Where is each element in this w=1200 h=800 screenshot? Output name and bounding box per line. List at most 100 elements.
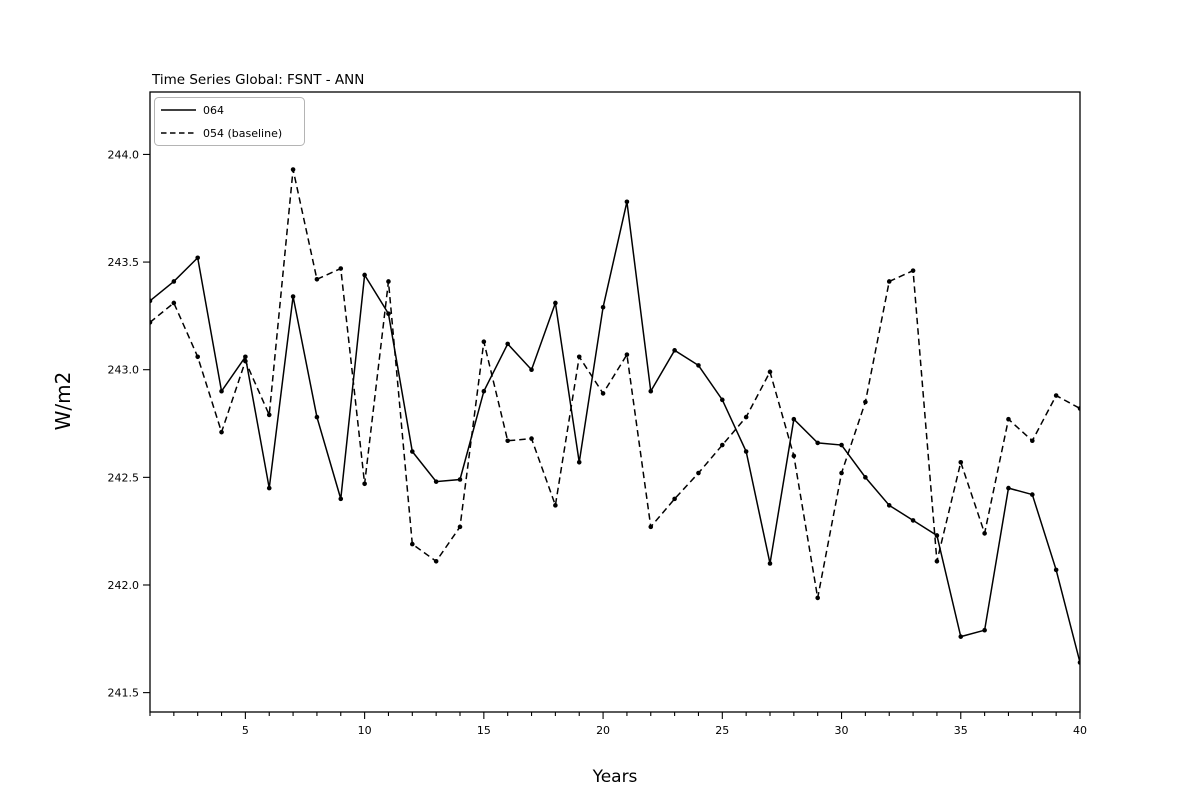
data-point-064 [243, 354, 248, 360]
data-point-054 [600, 391, 606, 396]
data-point-054 [481, 339, 487, 345]
data-point-054 [863, 399, 868, 405]
x-tick-label: 20 [596, 724, 610, 737]
data-point-054 [529, 436, 534, 441]
data-point-054 [314, 276, 320, 282]
data-point-054 [791, 453, 797, 459]
data-point-064 [672, 348, 677, 353]
data-point-064 [696, 363, 701, 368]
data-point-064 [743, 449, 749, 454]
data-point-064 [934, 533, 940, 538]
data-point-054 [1053, 393, 1059, 398]
legend-label-064: 064 [203, 104, 224, 117]
data-point-054 [338, 266, 344, 271]
chart-title: Time Series Global: FSNT - ANN [151, 72, 364, 88]
data-point-054 [743, 414, 749, 420]
data-point-054 [553, 503, 558, 508]
data-point-054 [386, 279, 391, 284]
y-tick-label: 242.5 [108, 471, 140, 484]
data-point-054 [958, 459, 964, 465]
data-point-054 [1030, 438, 1035, 444]
data-point-054 [410, 541, 415, 547]
data-point-064 [1030, 492, 1035, 497]
data-point-054 [290, 167, 296, 172]
data-point-064 [648, 388, 654, 394]
data-point-054 [433, 559, 439, 564]
data-point-064 [863, 475, 868, 480]
data-point-064 [600, 304, 606, 310]
data-point-064 [290, 294, 296, 299]
data-point-054 [982, 531, 987, 536]
data-point-054 [219, 429, 224, 435]
data-point-064 [910, 518, 916, 523]
y-tick-label: 244.0 [108, 148, 140, 161]
data-point-064 [982, 627, 987, 633]
data-point-064 [266, 485, 272, 491]
y-tick-label: 241.5 [108, 687, 140, 700]
data-point-064 [362, 272, 367, 278]
data-point-064 [886, 503, 892, 508]
data-point-054 [505, 438, 510, 444]
x-tick-label: 10 [358, 724, 372, 737]
x-tick-label: 30 [835, 724, 849, 737]
data-point-054 [767, 369, 773, 375]
legend: 064 054 (baseline) [154, 97, 305, 146]
data-point-064 [720, 397, 725, 403]
data-point-054 [934, 559, 940, 564]
y-tick-label: 243.5 [108, 256, 140, 269]
data-point-054 [886, 279, 892, 284]
data-point-064 [529, 367, 534, 373]
data-point-054 [815, 595, 820, 601]
data-point-054 [720, 442, 725, 448]
x-tick-label: 35 [954, 724, 968, 737]
series-064-line [150, 201, 1080, 663]
data-point-054 [910, 268, 916, 273]
data-point-054 [696, 470, 701, 476]
series-layer [150, 167, 1080, 665]
data-point-064 [767, 561, 773, 566]
data-point-054 [672, 496, 677, 502]
data-point-064 [219, 388, 224, 394]
data-point-064 [386, 311, 391, 317]
y-tick-label: 242.0 [108, 579, 140, 592]
data-point-064 [433, 479, 439, 484]
data-point-064 [505, 341, 510, 347]
data-point-064 [1053, 567, 1059, 573]
data-point-064 [410, 449, 415, 454]
data-point-054 [243, 358, 248, 364]
data-point-054 [576, 354, 582, 360]
data-point-054 [171, 300, 177, 306]
data-point-054 [648, 524, 654, 530]
data-point-054 [839, 470, 844, 476]
data-point-064 [481, 388, 487, 394]
data-point-064 [314, 414, 320, 420]
plot-area: 241.5 242.0 242.5 243.0 243.5 244.0 5 10 15 20 25 3… [108, 91, 1087, 737]
data-point-064 [958, 634, 964, 639]
data-point-054 [362, 481, 367, 487]
x-tick-label: 5 [242, 724, 249, 737]
data-point-064 [1006, 485, 1011, 491]
data-point-064 [839, 442, 844, 448]
x-tick-label: 25 [715, 724, 729, 737]
data-point-064 [624, 199, 630, 205]
y-axis-label: W/m2 [51, 372, 75, 431]
x-tick-label: 40 [1073, 724, 1087, 737]
data-point-064 [195, 255, 200, 261]
data-point-054 [266, 412, 272, 418]
data-point-064 [338, 496, 344, 502]
data-point-064 [791, 416, 797, 422]
data-point-054 [457, 524, 463, 530]
data-point-054 [1006, 416, 1011, 422]
legend-label-054-baseline: 054 (baseline) [203, 127, 282, 140]
data-point-064 [553, 300, 558, 306]
series-054-line [150, 169, 1080, 599]
y-tick-label: 243.0 [108, 364, 140, 377]
x-tick-label: 15 [477, 724, 491, 737]
data-point-054 [195, 354, 200, 360]
x-axis-label: Years [592, 767, 638, 787]
data-point-054 [624, 352, 630, 357]
plot-border [149, 91, 1081, 713]
data-point-064 [815, 440, 820, 446]
